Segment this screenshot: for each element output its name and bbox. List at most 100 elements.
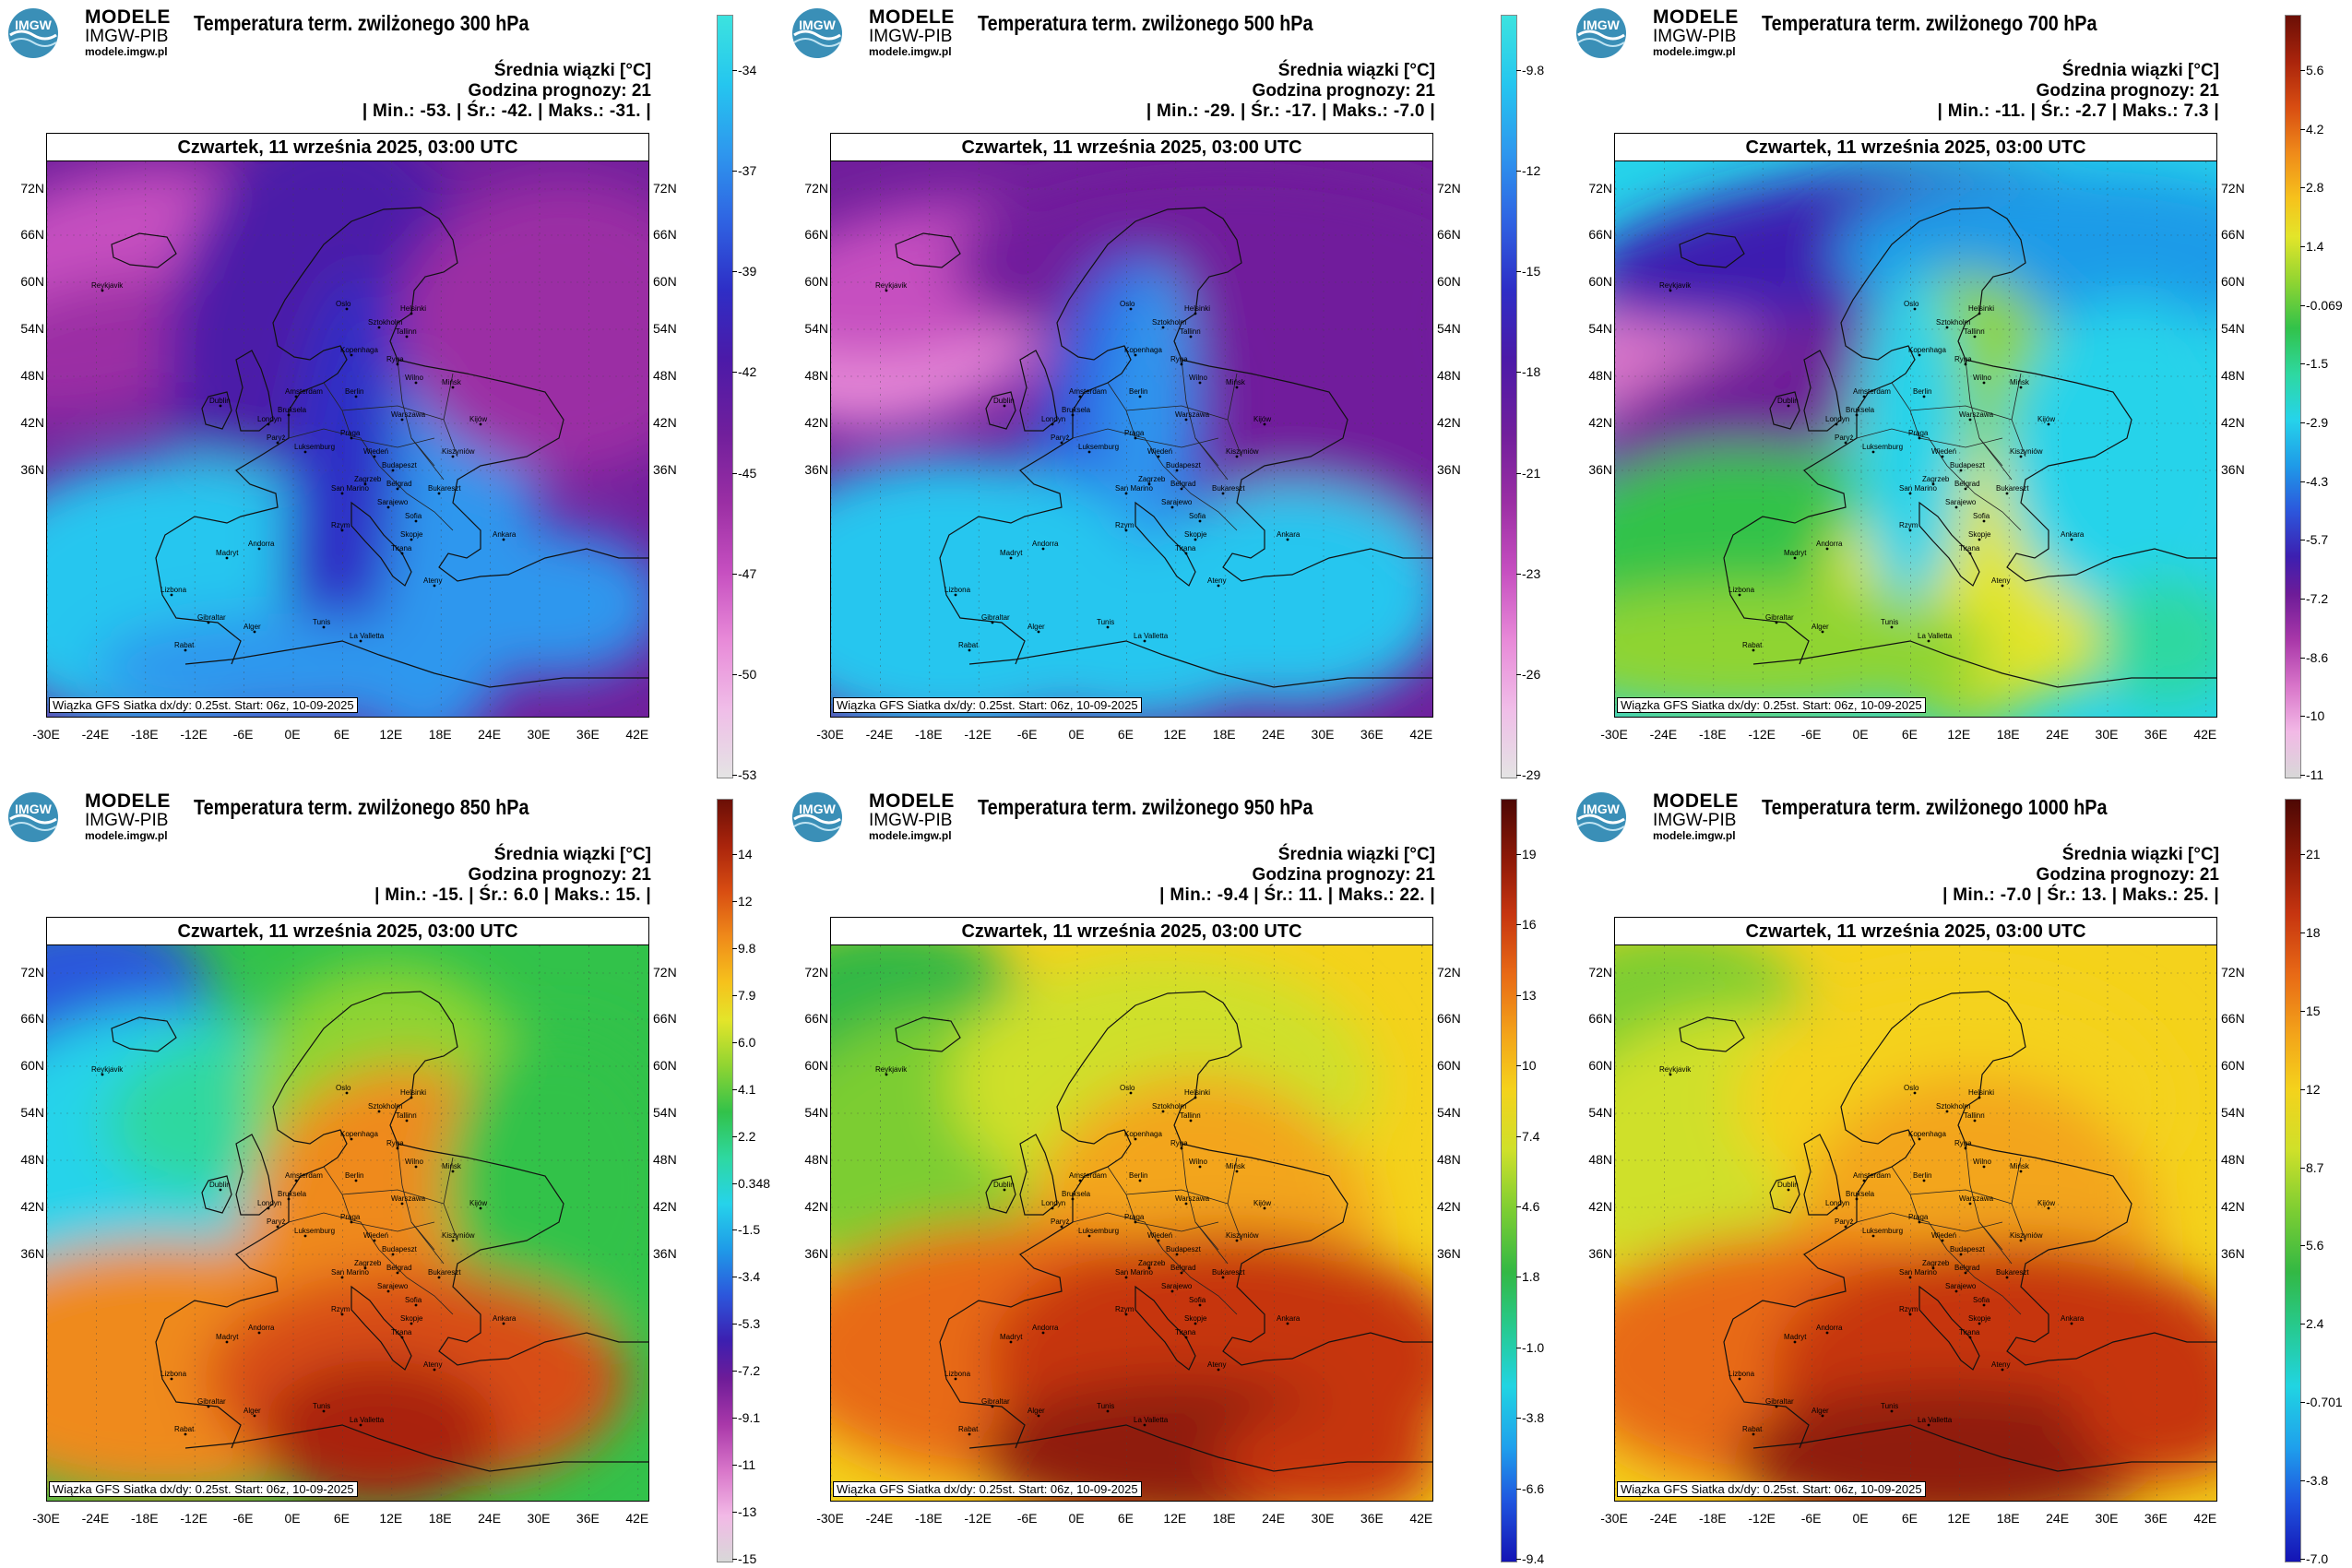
city-dot [350,436,353,440]
city-label: La Valletta [1134,1416,1169,1424]
city-dot [1041,547,1045,551]
city-label: Alger [244,1407,261,1415]
city-dot [322,1409,326,1413]
city-dot [170,593,173,597]
lat-label-right: 72N [2221,181,2245,196]
city-label: Tallinn [396,1111,417,1120]
city-label: Wilno [405,374,424,382]
graticule [1615,945,2216,1501]
lat-label-right: 72N [2221,965,2245,980]
city-label: Bruksela [1062,406,1091,414]
city-dot [170,1377,173,1381]
map-area[interactable]: Reykjavik Oslo Sztokholm Helsinki Tallinn Ryg… [830,944,1433,1502]
stats-avg-label: | Śr.: [2031,885,2082,905]
city-dot [386,1289,390,1293]
city-dot [1964,1271,1967,1275]
map-area[interactable]: Reykjavik Oslo Sztokholm Helsinki Tallinn Ryg… [46,944,649,1502]
city-label: Tirana [1959,544,1980,552]
colorbar-label: -0.069 [2306,297,2343,313]
map-area[interactable]: Reykjavik Oslo Sztokholm Helsinki Tallinn Ryg… [1614,944,2217,1502]
city-dot [1913,307,1917,311]
map-area[interactable]: Reykjavik Oslo Sztokholm Helsinki Tallinn Ryg… [1614,160,2217,718]
city-dot [1941,455,1944,458]
city-dot [1973,335,1977,339]
city-dot [1286,1322,1289,1325]
lon-label: 42E [625,727,649,742]
city-dot [1106,1409,1110,1413]
city-label: Reykjavik [875,281,908,290]
lat-label-right: 60N [1437,274,1461,289]
lat-label-left: 60N [20,274,44,289]
lon-label: 30E [527,1511,551,1526]
city-dot [1855,413,1859,417]
lon-label: 18E [1996,727,2020,742]
lat-label-right: 54N [1437,1105,1461,1120]
brand-name: MODELE [1653,6,1739,28]
city-label: Reykjavik [875,1065,908,1074]
field-blob [1855,272,1966,604]
city-label: Bukareszt [1996,484,2029,493]
imgw-logo: IMGW [5,791,62,843]
city-dot [451,455,455,458]
city-dot [1060,1225,1063,1229]
city-label: Sarajewo [1161,498,1193,506]
map-panel: IMGW MODELE IMGW-PIB modele.imgw.pl Temperat… [784,0,1568,784]
lat-label-right: 72N [653,181,677,196]
city-dot [276,441,279,445]
city-label: San Marino [331,484,369,493]
city-dot [1978,538,1981,541]
city-dot [350,353,353,357]
city-dot [1855,1197,1859,1201]
city-label: Sarajewo [1945,1282,1977,1290]
map-area[interactable]: Reykjavik Oslo Sztokholm Helsinki Tallinn Ryg… [830,160,1433,718]
coastlines [111,207,648,688]
city-label: Sztokholm [1936,1102,1971,1111]
city-dot [1931,482,1935,486]
colorbar-label: -21 [1522,465,1541,481]
lat-label-right: 60N [2221,1058,2245,1073]
colorbar-label: 2.8 [2306,180,2324,196]
model-credit: Wiązka GFS Siatka dx/dy: 0.25st. Start: … [833,1481,1142,1497]
colorbar-tick [732,1182,737,1184]
city-label: Ateny [423,576,442,585]
city-dot [414,381,418,385]
stats-avg: -42. [501,101,533,121]
city-dot [340,492,344,495]
city-label: Tallinn [1180,327,1201,336]
lon-label: -6E [1800,1511,1822,1526]
city-dot [1129,1091,1133,1095]
city-label: Sofia [405,512,422,520]
city-dot [1175,469,1179,472]
city-label: San Marino [1899,1268,1937,1277]
stats-max: 22. [1399,885,1425,905]
city-label: Ankara [2061,1314,2085,1323]
city-label: Budapeszt [1950,461,1986,469]
city-label: Andorra [1032,1324,1059,1332]
colorbar-tick [732,900,737,902]
lon-label: 30E [1311,1511,1335,1526]
city-dot [1825,1331,1829,1335]
city-dot [1071,413,1075,417]
field-blob [1106,263,1193,540]
city-dot [359,1423,362,1427]
lon-label: 18E [428,727,452,742]
coastlines [895,207,1432,688]
colorbar-label: -39 [738,264,757,279]
city-dot [1003,1188,1006,1192]
city-dot [1918,1137,1921,1141]
city-dot [101,289,104,292]
city-label: San Marino [1115,484,1153,493]
forecast-date: Czwartek, 11 września 2025, 03:00 UTC [830,917,1433,945]
colorbar [2285,799,2301,1562]
city-dot [1198,519,1202,523]
map-area[interactable]: Reykjavik Oslo Sztokholm Helsinki Tallinn Ryg… [46,160,649,718]
city-label: Sofia [1189,1296,1206,1304]
lat-label-left: 72N [804,965,828,980]
city-dot [1738,593,1741,597]
stats-avg-label: | Śr.: [2025,101,2076,121]
coastlines [1679,207,2216,688]
colorbar-tick [732,1418,737,1420]
stats-max: 7.3 [2183,101,2209,121]
colorbar-label: -50 [738,666,757,682]
stats-min: -9.4 [1217,885,1249,905]
